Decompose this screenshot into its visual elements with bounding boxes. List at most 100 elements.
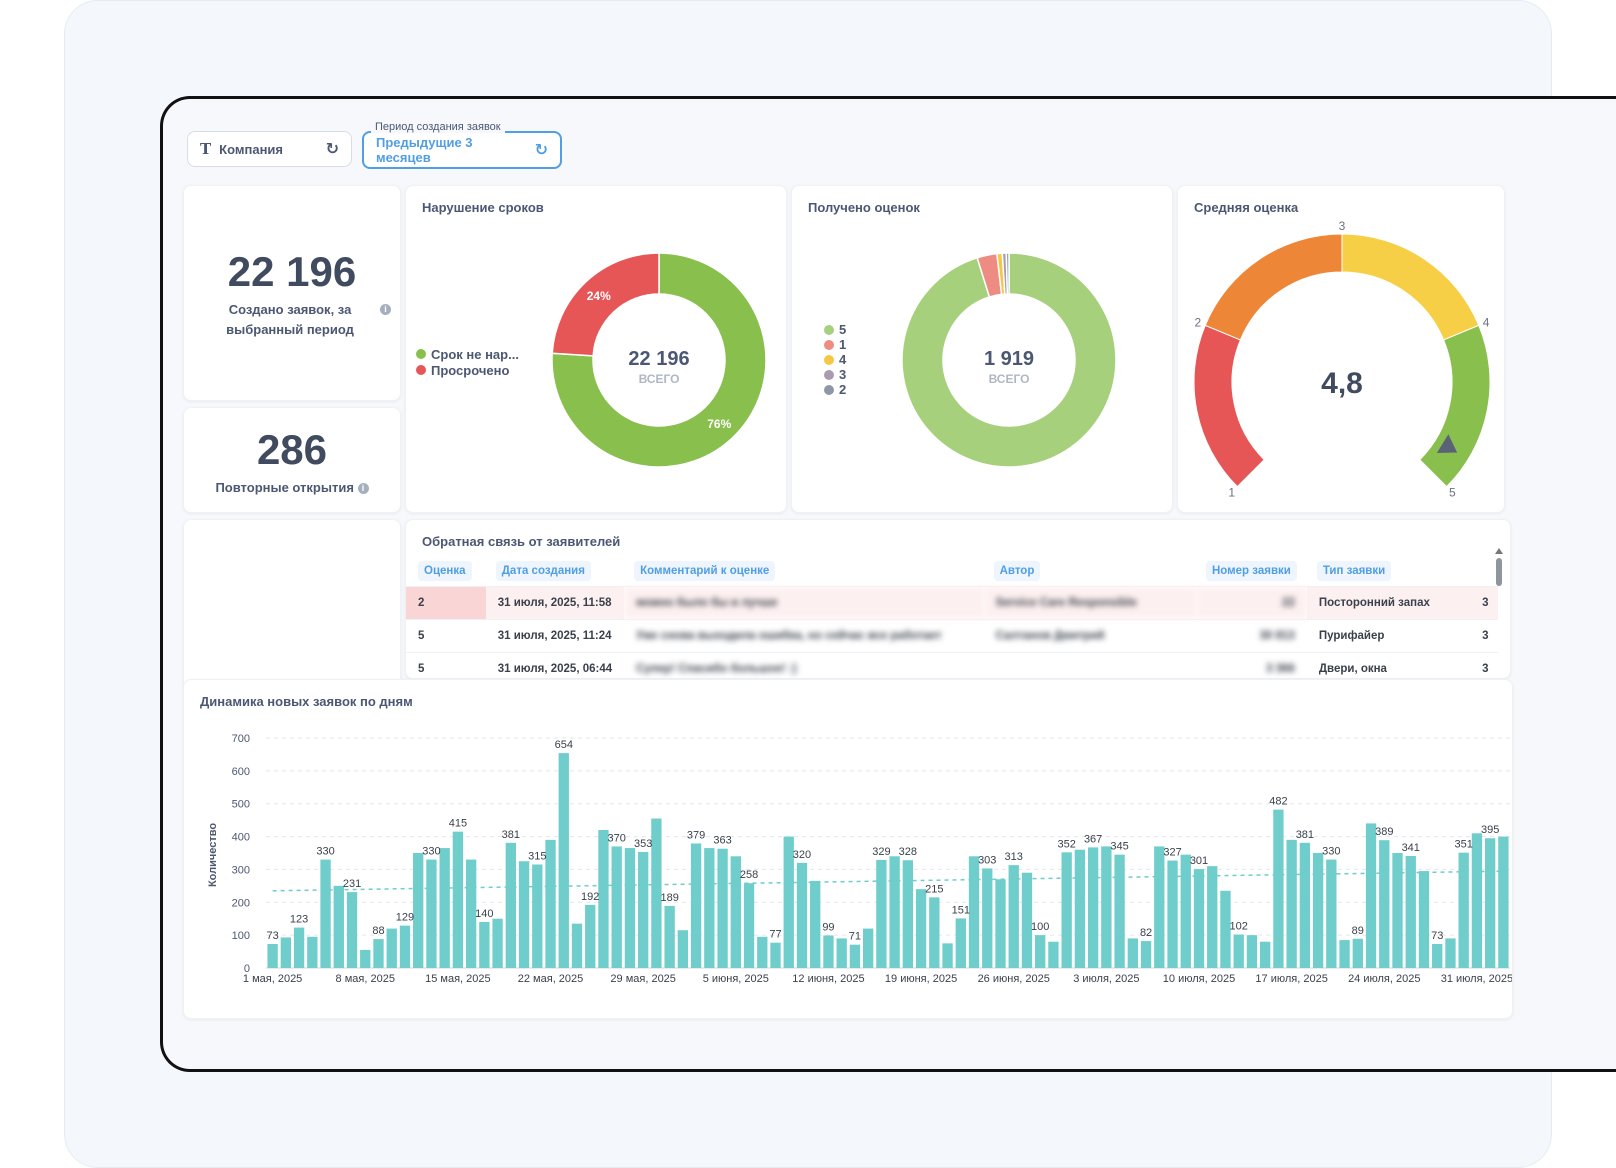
bar[interactable] <box>373 939 384 968</box>
bar[interactable] <box>598 830 609 968</box>
bar[interactable] <box>518 861 530 968</box>
bar[interactable] <box>426 859 437 968</box>
bar[interactable] <box>1087 847 1099 968</box>
bar[interactable] <box>1167 860 1178 968</box>
legend-item[interactable]: 5 <box>824 322 846 337</box>
bar[interactable] <box>1193 869 1205 968</box>
bar[interactable] <box>704 848 715 968</box>
bar[interactable] <box>360 949 371 968</box>
bar[interactable] <box>915 889 927 968</box>
bar[interactable] <box>783 836 794 968</box>
scrollbar[interactable] <box>1496 558 1502 586</box>
bar[interactable] <box>624 848 636 968</box>
table-row[interactable]: 2 31 июля, 2025, 11:58 можно было бы и л… <box>406 586 1498 620</box>
legend-item[interactable]: 1 <box>824 337 846 352</box>
column-header-date[interactable]: Дата создания <box>486 556 624 587</box>
bar[interactable] <box>479 922 490 968</box>
bar[interactable] <box>1180 854 1191 968</box>
donut-slice[interactable] <box>901 252 1117 468</box>
reset-icon[interactable]: ↻ <box>325 141 339 158</box>
bar[interactable] <box>862 928 874 968</box>
bar[interactable] <box>1405 855 1416 968</box>
bar[interactable] <box>1471 833 1483 968</box>
bar[interactable] <box>571 923 583 968</box>
donut-slice[interactable] <box>551 252 660 357</box>
bar[interactable] <box>730 856 741 968</box>
bar[interactable] <box>664 905 675 968</box>
legend-item[interactable]: 2 <box>824 382 846 397</box>
bar[interactable] <box>823 935 834 968</box>
bar[interactable] <box>677 930 689 968</box>
bar[interactable] <box>386 928 397 968</box>
bar[interactable] <box>1418 871 1430 968</box>
bar[interactable] <box>810 880 821 968</box>
bar[interactable] <box>1114 854 1125 968</box>
bar[interactable] <box>413 853 424 968</box>
column-header-comment[interactable]: Комментарий к оценке <box>624 556 983 587</box>
donut-slice[interactable] <box>551 252 767 468</box>
bar[interactable] <box>1379 840 1390 968</box>
table-row[interactable]: 5 31 июля, 2025, 06:44 Супер! Спасибо бо… <box>406 652 1498 678</box>
bar[interactable] <box>876 859 887 968</box>
bar[interactable] <box>1484 838 1496 968</box>
bar[interactable] <box>611 846 622 968</box>
bar[interactable] <box>929 897 940 968</box>
bar[interactable] <box>1220 890 1231 968</box>
bar[interactable] <box>717 848 728 968</box>
scroll-up-icon[interactable] <box>1495 548 1503 554</box>
bar[interactable] <box>1432 944 1443 968</box>
bar[interactable] <box>889 856 900 968</box>
bar[interactable] <box>1273 809 1284 968</box>
bar[interactable] <box>902 860 914 968</box>
bar[interactable] <box>995 879 1006 968</box>
bar[interactable] <box>1260 941 1271 968</box>
bar[interactable] <box>280 937 292 968</box>
donut-slice[interactable] <box>1005 252 1010 295</box>
column-header-type[interactable]: Тип заявки <box>1307 556 1482 587</box>
bar[interactable] <box>1233 934 1244 968</box>
info-icon[interactable]: i <box>380 304 391 315</box>
bar[interactable] <box>320 859 331 968</box>
bar[interactable] <box>1207 866 1218 968</box>
bar[interactable] <box>267 944 278 968</box>
bar[interactable] <box>757 936 768 968</box>
bar[interactable] <box>545 839 556 968</box>
bar[interactable] <box>1312 853 1324 968</box>
info-icon[interactable]: i <box>357 483 369 495</box>
bar[interactable] <box>558 753 569 968</box>
bar[interactable] <box>836 938 847 968</box>
bar[interactable] <box>796 862 808 968</box>
bar[interactable] <box>399 925 411 968</box>
legend-item[interactable]: Срок не нар... <box>416 346 519 362</box>
column-header-author[interactable]: Автор <box>984 556 1196 587</box>
bar[interactable] <box>1299 842 1311 968</box>
table-row[interactable]: 5 31 июля, 2025, 11:24 Уже снова выходил… <box>406 619 1498 653</box>
bar[interactable] <box>690 843 702 968</box>
bar[interactable] <box>465 859 477 968</box>
bar[interactable] <box>307 936 318 968</box>
bar[interactable] <box>1035 935 1046 968</box>
reset-icon[interactable]: ↻ <box>534 142 548 159</box>
bar[interactable] <box>1127 938 1138 968</box>
bar[interactable] <box>1246 935 1258 968</box>
company-filter[interactable]: T Компания ↻ <box>187 131 352 167</box>
bar[interactable] <box>1074 849 1086 968</box>
bar[interactable] <box>955 918 966 968</box>
bar[interactable] <box>293 927 305 968</box>
bar[interactable] <box>1061 852 1072 968</box>
bar[interactable] <box>1458 852 1469 968</box>
bar[interactable] <box>968 856 980 968</box>
bar[interactable] <box>1339 940 1350 968</box>
bar[interactable] <box>1392 853 1403 968</box>
bar[interactable] <box>1286 839 1297 968</box>
bar[interactable] <box>1445 938 1456 968</box>
bar[interactable] <box>942 943 953 968</box>
bar[interactable] <box>1365 823 1377 968</box>
bar[interactable] <box>439 848 450 968</box>
bar[interactable] <box>1048 941 1059 968</box>
bar[interactable] <box>651 818 662 969</box>
bar[interactable] <box>1008 865 1019 968</box>
legend-item[interactable]: 3 <box>824 367 846 382</box>
legend-item[interactable]: 4 <box>824 352 846 367</box>
bar[interactable] <box>1101 846 1112 968</box>
